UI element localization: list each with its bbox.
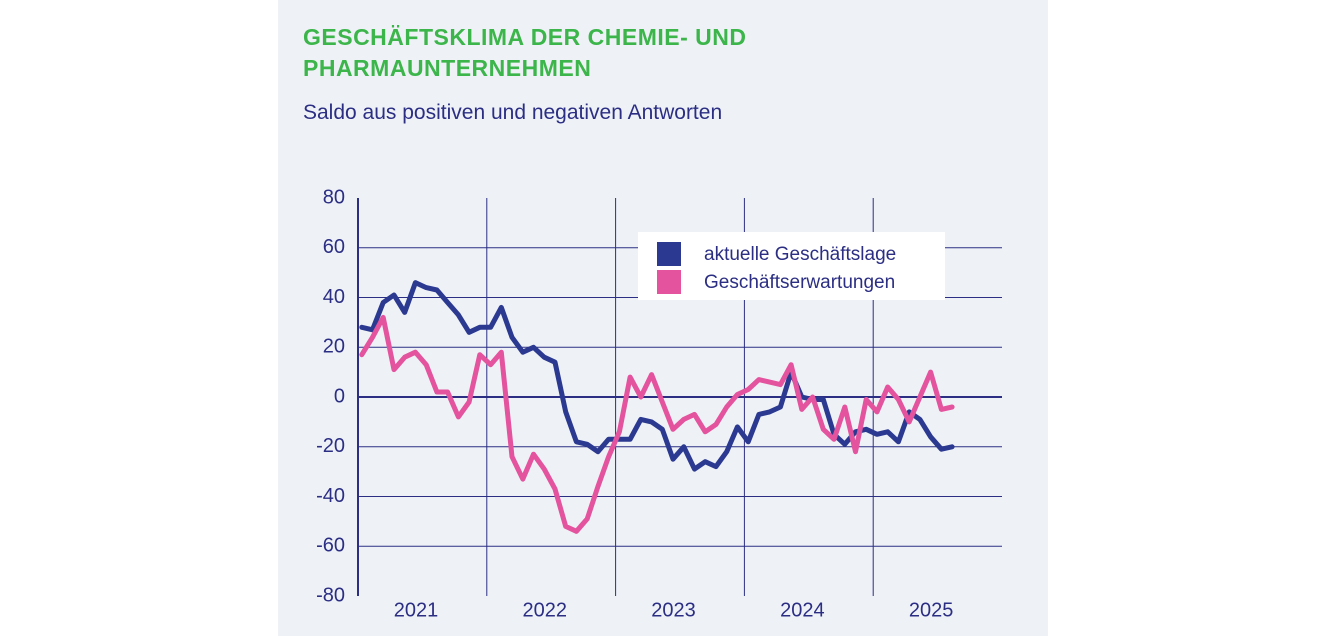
line-series <box>359 314 955 534</box>
panel <box>278 0 1048 636</box>
legend-swatch <box>657 270 681 294</box>
y-tick-label: -40 <box>316 485 345 507</box>
x-tick-label: 2023 <box>651 599 696 621</box>
x-tick-label: 2021 <box>394 599 439 621</box>
y-tick-label: -80 <box>316 584 345 606</box>
legend-swatch <box>657 242 681 266</box>
x-tick-label: 2024 <box>780 599 825 621</box>
line-series <box>359 280 955 472</box>
y-tick-label: 60 <box>323 236 345 258</box>
y-tick-label: 80 <box>323 186 345 208</box>
legend-box <box>638 232 945 300</box>
legend-label: aktuelle Geschäftslage <box>704 244 896 265</box>
legend-label: Geschäftserwartungen <box>704 272 895 293</box>
x-tick-label: 2025 <box>909 599 954 621</box>
y-tick-label: 0 <box>334 385 345 407</box>
y-tick-label: -60 <box>316 535 345 557</box>
x-tick-label: 2022 <box>523 599 568 621</box>
y-tick-label: 40 <box>323 286 345 308</box>
y-tick-label: -20 <box>316 435 345 457</box>
chart-title: GESCHÄFTSKLIMA DER CHEMIE- UND PHARMAUNT… <box>303 24 747 81</box>
chart-subtitle: Saldo aus positiven und negativen Antwor… <box>303 101 723 124</box>
y-tick-label: 20 <box>323 336 345 358</box>
